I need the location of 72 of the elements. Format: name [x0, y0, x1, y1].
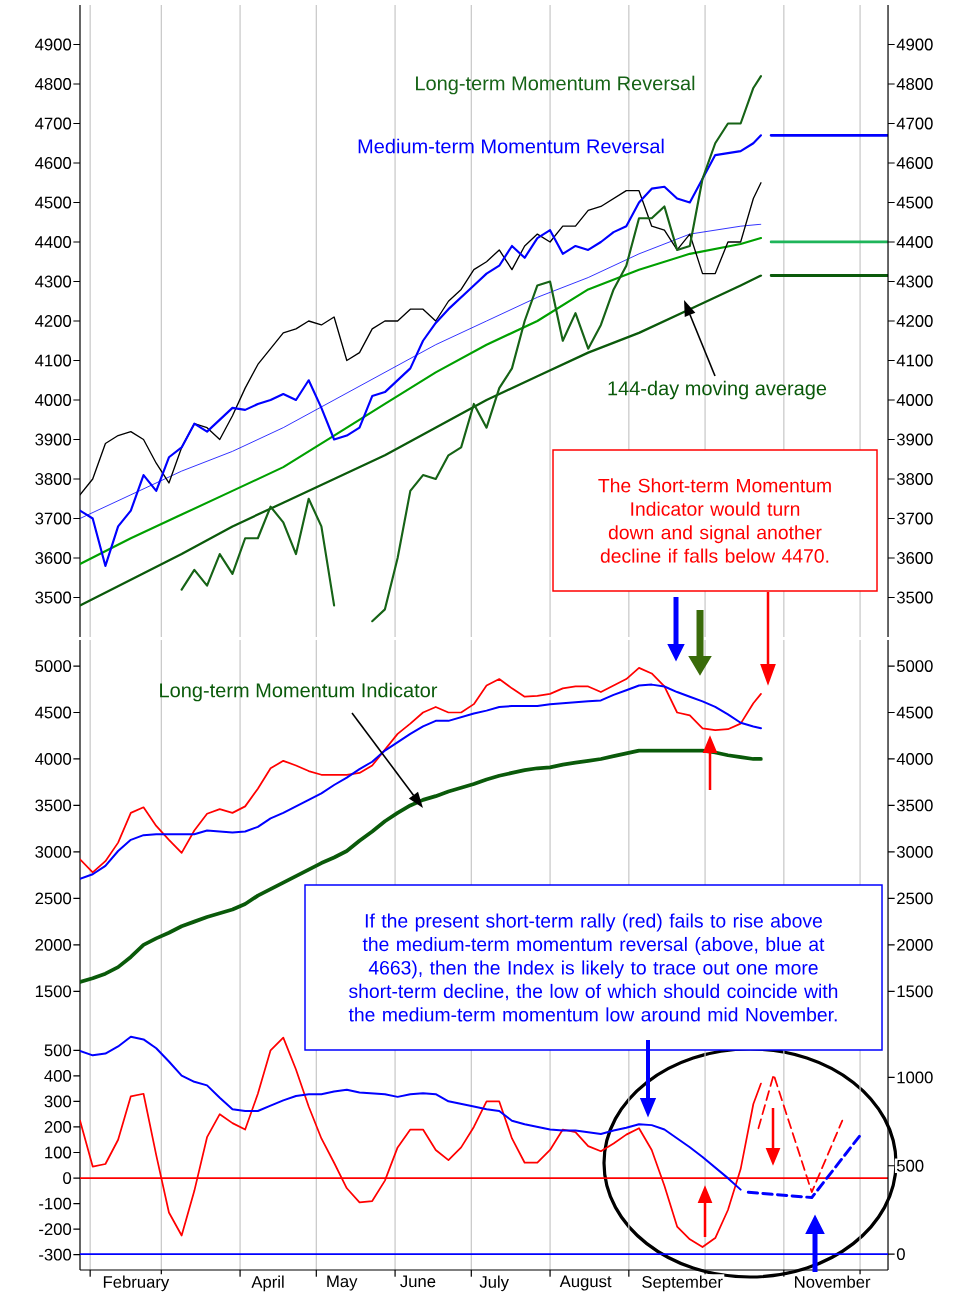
x-tick-label: September: [642, 1275, 723, 1292]
y-tick-label: 3800: [35, 473, 72, 485]
y-tick-label: 3500: [35, 591, 72, 604]
annotation: If the present short-term rally (red) fails to rise above the medium-term momentum reversal (above, blue at 4663), then the Index is likely to trace out one more short-term decline, the low of which should coincide with the medium-term momentum low around mid November.: [348, 913, 838, 1022]
series-label: Medium-term Momentum Reversal: [358, 138, 664, 154]
y2-tick-label: 3600: [896, 552, 933, 564]
y-tick-label: 3900: [35, 433, 72, 446]
y-tick-label: 2000: [35, 938, 72, 951]
y2-tick-label: 4400: [896, 236, 933, 248]
y2-tick-label: 0: [896, 1248, 905, 1261]
y-tick-label: 2500: [35, 892, 72, 905]
x-tick-label: April: [251, 1275, 284, 1292]
y-tick-label: 4000: [35, 753, 72, 765]
annotation: The Short-term Momentum Indicator would turn down and signal another decline if falls below 4470.: [598, 478, 831, 563]
y-tick-label: 300: [44, 1095, 72, 1108]
y-tick-label: 4300: [35, 275, 72, 288]
y2-tick-label: 4100: [896, 354, 933, 367]
y-tick-label: 4700: [35, 117, 72, 130]
y2-tick-label: 4800: [896, 78, 933, 90]
y-tick-label: 3600: [35, 552, 72, 564]
x-tick-label: May: [327, 1275, 358, 1291]
series-label: 144-day moving average: [608, 380, 827, 400]
y2-tick-label: 3800: [896, 473, 933, 485]
text: Long-term Momentum Indicator: [160, 682, 438, 702]
y2-tick-label: 4200: [896, 315, 933, 327]
y2-tick-label: 3500: [896, 799, 933, 812]
x-tick-label: February: [103, 1275, 170, 1292]
y-tick-label: 3000: [35, 846, 72, 858]
y2-tick-label: 4500: [896, 706, 933, 719]
y-tick-label: 4500: [35, 196, 72, 209]
y2-tick-label: 3900: [896, 433, 933, 446]
y-tick-label: 100: [45, 1146, 72, 1159]
y-tick-label: 4900: [35, 38, 72, 51]
y2-tick-label: 4600: [896, 157, 933, 169]
x-tick-label: August: [559, 1275, 612, 1291]
x-tick-label: June: [400, 1275, 436, 1288]
y2-tick-label: 4700: [896, 117, 933, 130]
y2-tick-label: 4000: [896, 394, 933, 406]
y-tick-label: 4200: [35, 315, 72, 327]
y2-tick-label: 4500: [896, 196, 933, 209]
y-tick-label: -300: [39, 1248, 72, 1261]
y2-tick-label: 5000: [896, 660, 933, 672]
y2-tick-label: 2000: [897, 938, 933, 951]
y2-tick-label: 4300: [896, 275, 933, 288]
y-tick-label: 1500: [35, 985, 72, 998]
y-tick-label: 4600: [35, 157, 72, 169]
y-tick-label: 4100: [35, 354, 72, 367]
y-tick-label: 5000: [35, 660, 72, 672]
y-tick-label: 400: [44, 1069, 72, 1082]
y2-tick-label: 3700: [896, 512, 933, 525]
y2-tick-label: 1000: [897, 1071, 933, 1084]
y-tick-label: 3500: [35, 799, 72, 812]
y-tick-label: 0: [63, 1172, 72, 1184]
y2-tick-label: 500: [896, 1159, 924, 1172]
y2-tick-label: 3000: [896, 846, 933, 858]
y2-tick-label: 4000: [896, 753, 933, 765]
y-tick-label: 200: [44, 1121, 72, 1133]
y-tick-label: 4400: [35, 236, 72, 248]
y-tick-label: 500: [44, 1044, 72, 1057]
text: Long-term Momentum Reversal: [416, 75, 695, 95]
y2-tick-label: 2500: [897, 892, 933, 905]
y-tick-label: 4500: [35, 706, 72, 719]
y-tick-label: 4800: [35, 78, 72, 90]
x-tick-label: July: [479, 1275, 509, 1292]
y-tick-label: 3700: [35, 512, 72, 525]
y-tick-label: 4000: [35, 394, 72, 406]
x-tick-label: November: [795, 1275, 871, 1288]
y-tick-label: -100: [39, 1197, 72, 1210]
y2-tick-label: 3500: [896, 591, 933, 604]
y2-tick-label: 1500: [897, 985, 933, 998]
y2-tick-label: 4900: [896, 38, 933, 51]
y-tick-label: -200: [39, 1223, 72, 1236]
